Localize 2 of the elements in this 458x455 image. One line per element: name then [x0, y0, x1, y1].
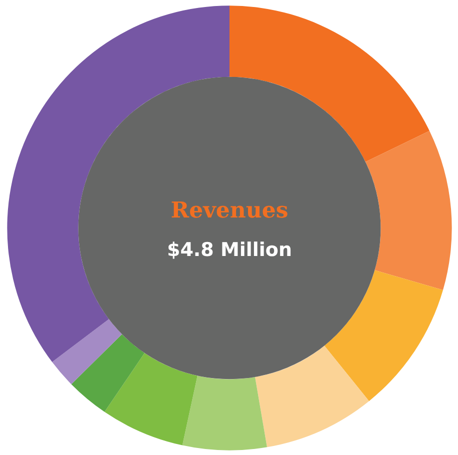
text: $4.8 Million — [166, 239, 292, 262]
text: Revenues — [170, 197, 288, 224]
